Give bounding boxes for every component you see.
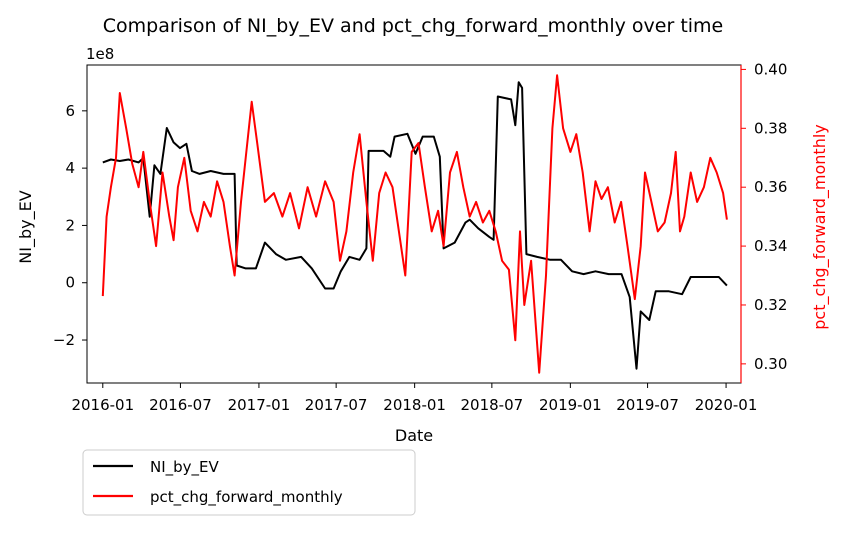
x-tick-label: 2017-07 (305, 396, 368, 414)
left-tick-label: −2 (53, 331, 75, 349)
series-layer (101, 74, 728, 374)
right-tick-label: 0.36 (754, 178, 787, 196)
right-tick-label: 0.38 (754, 119, 787, 137)
x-tick-label: 2019-01 (539, 396, 602, 414)
left-axis-offset-text: 1e8 (86, 45, 114, 63)
right-axis-ticks: 0.30 0.32 0.34 0.36 0.38 0.40 (741, 60, 787, 373)
left-tick-label: 0 (65, 274, 75, 292)
x-tick-label: 2020-01 (695, 396, 758, 414)
x-tick-label: 2019-07 (616, 396, 679, 414)
right-tick-label: 0.30 (754, 355, 787, 373)
legend: NI_by_EV pct_chg_forward_monthly (82, 449, 416, 516)
chart-title: Comparison of NI_by_EV and pct_chg_forwa… (103, 15, 724, 37)
left-axis-ticks: −2 0 2 4 6 (53, 102, 87, 349)
x-axis-label: Date (395, 426, 433, 445)
left-tick-label: 4 (65, 159, 75, 177)
series-line-ni-by-ev (102, 81, 728, 370)
left-tick-label: 6 (65, 102, 75, 120)
x-tick-label: 2017-01 (228, 396, 291, 414)
x-tick-label: 2016-07 (149, 396, 212, 414)
x-tick-label: 2016-01 (71, 396, 134, 414)
x-tick-label: 2018-01 (383, 396, 446, 414)
legend-label-ni-by-ev: NI_by_EV (150, 458, 220, 477)
x-tick-label: 2018-07 (461, 396, 524, 414)
right-tick-label: 0.32 (754, 296, 787, 314)
legend-label-pct-chg-forward-monthly: pct_chg_forward_monthly (150, 488, 343, 507)
left-axis-label: NI_by_EV (16, 190, 36, 263)
right-tick-label: 0.34 (754, 237, 787, 255)
x-axis-ticks: 2016-01 2016-07 2017-01 2017-07 2018-01 2018-… (71, 383, 757, 414)
right-tick-label: 0.40 (754, 60, 787, 78)
legend-frame (82, 449, 416, 516)
right-axis-label: pct_chg_forward_monthly (810, 124, 830, 330)
left-tick-label: 2 (65, 216, 75, 234)
series-line-pct-chg-forward-monthly (101, 74, 728, 374)
